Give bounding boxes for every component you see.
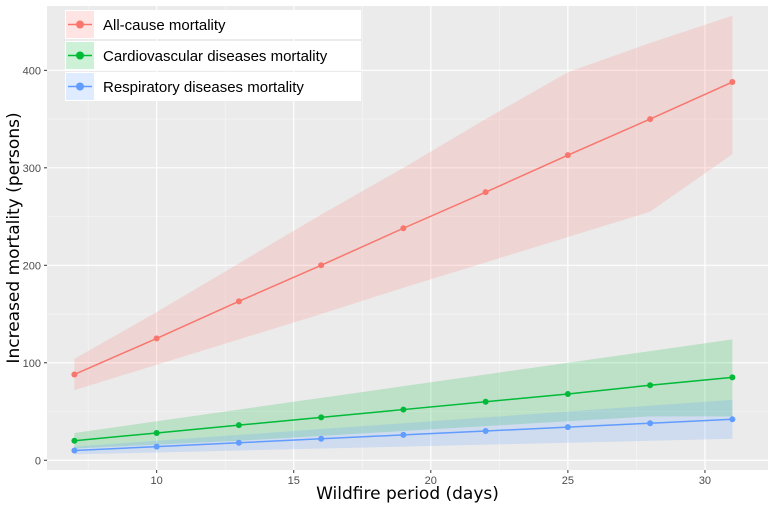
x-axis-title: Wildfire period (days): [316, 484, 499, 504]
x-tick-label: 15: [288, 475, 300, 487]
point-cardiovascular-diseases-mortality: [318, 414, 325, 421]
grid: [47, 6, 768, 470]
y-tick-label: 300: [23, 163, 41, 175]
legend-key-point-all-cause-mortality: [76, 20, 84, 29]
point-respiratory-diseases-mortality: [564, 424, 571, 431]
legend-bg-all-cause-mortality: [65, 10, 361, 39]
x-axis: 10 15 20 25 30: [151, 470, 711, 487]
y-tick-label: 400: [23, 65, 41, 77]
y-axis: 0 100 200 300 400: [23, 65, 47, 467]
point-respiratory-diseases-mortality: [235, 439, 242, 446]
legend: All-cause mortality Cardiovascular diseas…: [65, 10, 361, 101]
point-all-cause-mortality: [318, 262, 325, 269]
confidence-ribbons: [74, 15, 733, 455]
point-cardiovascular-diseases-mortality: [564, 390, 571, 397]
point-cardiovascular-diseases-mortality: [71, 437, 78, 444]
point-respiratory-diseases-mortality: [71, 447, 78, 454]
legend-key-point-cardiovascular-diseases-mortality: [76, 51, 84, 60]
legend-label-all-cause-mortality: All-cause mortality: [103, 17, 226, 34]
x-tick-label: 20: [425, 475, 437, 487]
point-cardiovascular-diseases-mortality: [400, 406, 407, 413]
point-all-cause-mortality: [153, 335, 160, 342]
x-tick-label: 25: [562, 475, 574, 487]
y-tick-label: 0: [35, 455, 41, 467]
legend-key-point-respiratory-diseases-mortality: [76, 82, 84, 91]
point-cardiovascular-diseases-mortality: [482, 398, 489, 405]
point-all-cause-mortality: [482, 189, 489, 196]
legend-label-cardiovascular-diseases-mortality: Cardiovascular diseases mortality: [103, 48, 328, 65]
legend-bg-respiratory-diseases-mortality: [65, 72, 361, 101]
point-cardiovascular-diseases-mortality: [235, 422, 242, 429]
x-tick-label: 10: [151, 475, 163, 487]
y-axis-title: Increased mortality (persons): [4, 112, 24, 363]
ribbon-all-cause-mortality: [74, 15, 733, 391]
point-respiratory-diseases-mortality: [153, 443, 160, 450]
point-cardiovascular-diseases-mortality: [153, 429, 160, 436]
y-tick-label: 200: [23, 260, 41, 272]
point-respiratory-diseases-mortality: [729, 416, 736, 423]
y-tick-label: 100: [23, 358, 41, 370]
point-cardiovascular-diseases-mortality: [729, 374, 736, 381]
point-respiratory-diseases-mortality: [400, 431, 407, 438]
series-points: [71, 79, 736, 454]
point-all-cause-mortality: [400, 225, 407, 232]
point-respiratory-diseases-mortality: [318, 435, 325, 442]
point-cardiovascular-diseases-mortality: [647, 382, 654, 389]
legend-label-respiratory-diseases-mortality: Respiratory diseases mortality: [103, 79, 304, 96]
point-all-cause-mortality: [564, 152, 571, 159]
point-all-cause-mortality: [235, 298, 242, 305]
point-all-cause-mortality: [647, 116, 654, 123]
point-all-cause-mortality: [71, 371, 78, 378]
ribbon-cardiovascular-diseases-mortality: [74, 339, 733, 449]
point-all-cause-mortality: [729, 79, 736, 86]
x-tick-label: 30: [699, 475, 711, 487]
point-respiratory-diseases-mortality: [482, 428, 489, 435]
legend-bg-cardiovascular-diseases-mortality: [65, 41, 361, 70]
point-respiratory-diseases-mortality: [647, 420, 654, 427]
